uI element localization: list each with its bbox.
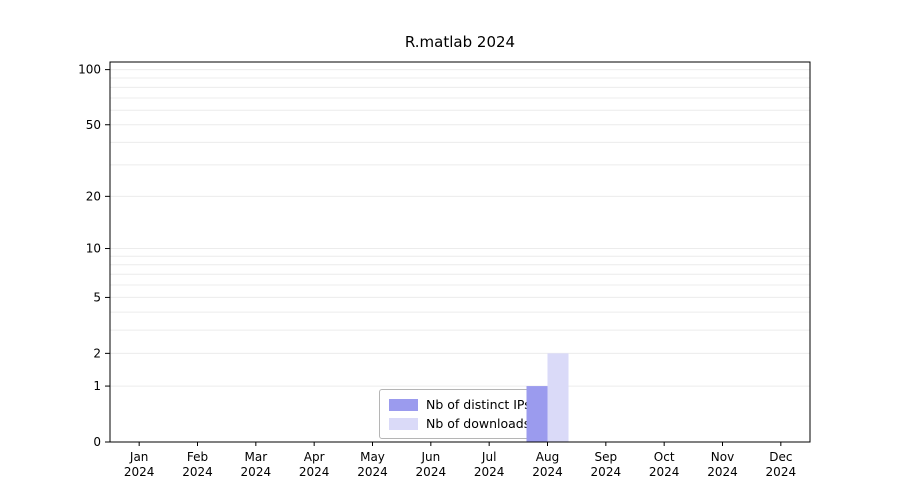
x-tick-label-month: May (360, 450, 385, 464)
y-tick-label: 2 (93, 346, 101, 360)
x-tick-label-year: 2024 (299, 465, 330, 479)
legend-swatch-downloads (389, 417, 418, 430)
x-tick-label-month: Apr (304, 450, 325, 464)
chart-title: R.matlab 2024 (404, 33, 516, 51)
x-tick-label-year: 2024 (591, 465, 622, 479)
x-tick-label-month: Mar (245, 450, 268, 464)
x-tick-label-year: 2024 (707, 465, 738, 479)
x-tick-label-month: Feb (187, 450, 208, 464)
legend-entry-downloads: Nb of downloads (389, 416, 549, 431)
x-tick-label-month: Dec (769, 450, 792, 464)
plot-border (109, 61, 811, 443)
y-tick-label: 1 (93, 379, 101, 393)
y-tick-label: 20 (86, 189, 101, 203)
x-tick-label-year: 2024 (357, 465, 388, 479)
y-tick-label: 0 (93, 435, 101, 449)
y-tick-label: 10 (86, 242, 101, 256)
x-tick-label-month: Oct (654, 450, 675, 464)
y-tick-label: 50 (86, 118, 101, 132)
x-tick-label-month: Sep (595, 450, 618, 464)
x-tick-label-year: 2024 (416, 465, 447, 479)
legend-label-downloads: Nb of downloads (426, 416, 531, 431)
x-tick-label-month: Jun (420, 450, 440, 464)
x-tick-label-year: 2024 (649, 465, 680, 479)
y-tick-label: 100 (78, 63, 101, 77)
legend-swatch-distinct-ips (389, 398, 418, 411)
x-tick-label-month: Nov (711, 450, 734, 464)
x-tick-label-month: Jan (129, 450, 149, 464)
y-tick-label: 5 (93, 290, 101, 304)
x-tick-label-year: 2024 (241, 465, 272, 479)
x-tick-label-month: Jul (481, 450, 496, 464)
x-tick-label-year: 2024 (766, 465, 797, 479)
legend-entry-distinct-ips: Nb of distinct IPs (389, 397, 549, 412)
x-tick-label-year: 2024 (124, 465, 155, 479)
x-tick-label-month: Aug (536, 450, 559, 464)
x-tick-label-year: 2024 (182, 465, 213, 479)
bar-aug-distinct-ips (526, 386, 548, 442)
bar-aug-downloads (547, 353, 569, 442)
x-tick-label-year: 2024 (532, 465, 563, 479)
x-tick-label-year: 2024 (474, 465, 505, 479)
legend-label-distinct-ips: Nb of distinct IPs (426, 397, 531, 412)
